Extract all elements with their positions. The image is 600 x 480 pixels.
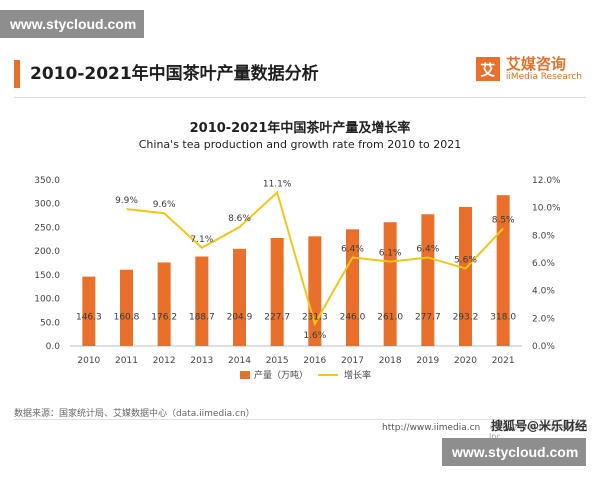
source-url: http://www.iimedia.cn — [382, 423, 481, 433]
line-value-label: 8.6% — [228, 214, 251, 224]
bar-value-label: 227.7 — [264, 312, 290, 322]
line-value-label: 6.4% — [416, 244, 439, 254]
x-tick-label: 2018 — [379, 356, 402, 366]
x-tick-label: 2013 — [190, 356, 213, 366]
x-tick-label: 2015 — [266, 356, 289, 366]
bar — [383, 222, 397, 346]
bar — [459, 206, 472, 346]
x-tick-label: 2016 — [303, 356, 326, 366]
line-value-label: 5.6% — [454, 256, 477, 266]
watermark-bottom: www.stycloud.com — [442, 438, 586, 466]
y-tick-label: 200.0 — [34, 247, 60, 257]
bar — [82, 276, 96, 346]
bar-value-label: 146.3 — [76, 312, 102, 322]
y-tick-label: 250.0 — [34, 223, 60, 233]
y2-tick-label: 4.0% — [532, 287, 555, 297]
y2-tick-label: 0.0% — [532, 342, 555, 352]
bar-value-label: 246.0 — [340, 312, 366, 322]
line-value-label: 8.5% — [492, 215, 515, 225]
y-tick-label: 0.0 — [46, 342, 61, 352]
footer-divider — [14, 419, 586, 420]
chart-subtitle: China's tea production and growth rate f… — [138, 138, 462, 151]
x-tick-label: 2021 — [492, 356, 515, 366]
y2-tick-label: 2.0% — [532, 314, 555, 324]
y-tick-label: 100.0 — [34, 295, 60, 305]
line-value-label: 11.1% — [263, 179, 292, 189]
x-tick-label: 2019 — [416, 356, 439, 366]
y-tick-label: 150.0 — [34, 271, 60, 281]
y-tick-label: 50.0 — [40, 318, 60, 328]
legend-bar-swatch — [240, 371, 250, 379]
title-accent-bar — [14, 60, 20, 88]
x-tick-label: 2010 — [77, 356, 100, 366]
bar — [270, 238, 284, 346]
source-note: 数据来源：国家统计局、艾媒数据中心（data.iimedia.cn） — [14, 409, 255, 419]
y-tick-label: 300.0 — [34, 200, 60, 210]
bar — [308, 236, 322, 346]
x-tick-label: 2012 — [153, 356, 176, 366]
line-value-label: 7.1% — [190, 235, 213, 245]
copyright: ©2022 iiMedia Research Inc — [489, 423, 588, 441]
bar-value-label: 231.3 — [302, 312, 328, 322]
bar-value-label: 204.9 — [227, 312, 253, 322]
bar-value-label: 318.0 — [490, 312, 516, 322]
logo-name-en: iiMedia Research — [505, 72, 582, 82]
line-value-label: 1.6% — [303, 331, 326, 341]
bar — [233, 248, 246, 346]
bar — [120, 269, 133, 346]
y-tick-label: 350.0 — [34, 176, 60, 186]
bar — [421, 214, 435, 346]
bar — [195, 256, 209, 346]
bar-value-label: 277.7 — [415, 312, 441, 322]
y2-tick-label: 8.0% — [532, 231, 555, 241]
logo-mark-icon: 艾 — [475, 57, 500, 81]
line-value-label: 9.9% — [115, 196, 138, 206]
line-value-label: 6.4% — [341, 244, 364, 254]
y2-tick-label: 10.0% — [532, 204, 561, 214]
header-divider — [14, 97, 586, 98]
bar-value-label: 261.0 — [377, 312, 403, 322]
bar-value-label: 293.2 — [453, 312, 479, 322]
x-tick-label: 2020 — [454, 356, 477, 366]
brand-logo: 艾 艾媒咨询 iiMedia Research — [475, 55, 582, 82]
line-value-label: 6.1% — [379, 249, 402, 259]
page-title: 2010-2021年中国茶叶产量数据分析 — [30, 64, 319, 84]
x-tick-label: 2017 — [341, 356, 364, 366]
chart-title: 2010-2021年中国茶叶产量及增长率 — [189, 121, 411, 136]
bar-value-label: 160.8 — [114, 312, 140, 322]
legend-bar-label: 产量（万吨） — [254, 369, 308, 381]
bar-value-label: 176.2 — [151, 312, 177, 322]
x-tick-label: 2014 — [228, 356, 251, 366]
x-tick-label: 2011 — [115, 356, 138, 366]
y2-tick-label: 6.0% — [532, 259, 555, 269]
growth-line — [126, 190, 504, 327]
watermark-top: www.stycloud.com — [0, 10, 144, 38]
platform-watermark: 搜狐号@米乐财经 — [491, 419, 588, 433]
line-value-label: 9.6% — [153, 200, 176, 210]
logo-name-cn: 艾媒咨询 — [505, 55, 566, 73]
bar — [157, 262, 171, 346]
y2-tick-label: 12.0% — [532, 176, 561, 186]
legend-line-label: 增长率 — [344, 369, 371, 381]
bar-value-label: 188.7 — [189, 312, 215, 322]
